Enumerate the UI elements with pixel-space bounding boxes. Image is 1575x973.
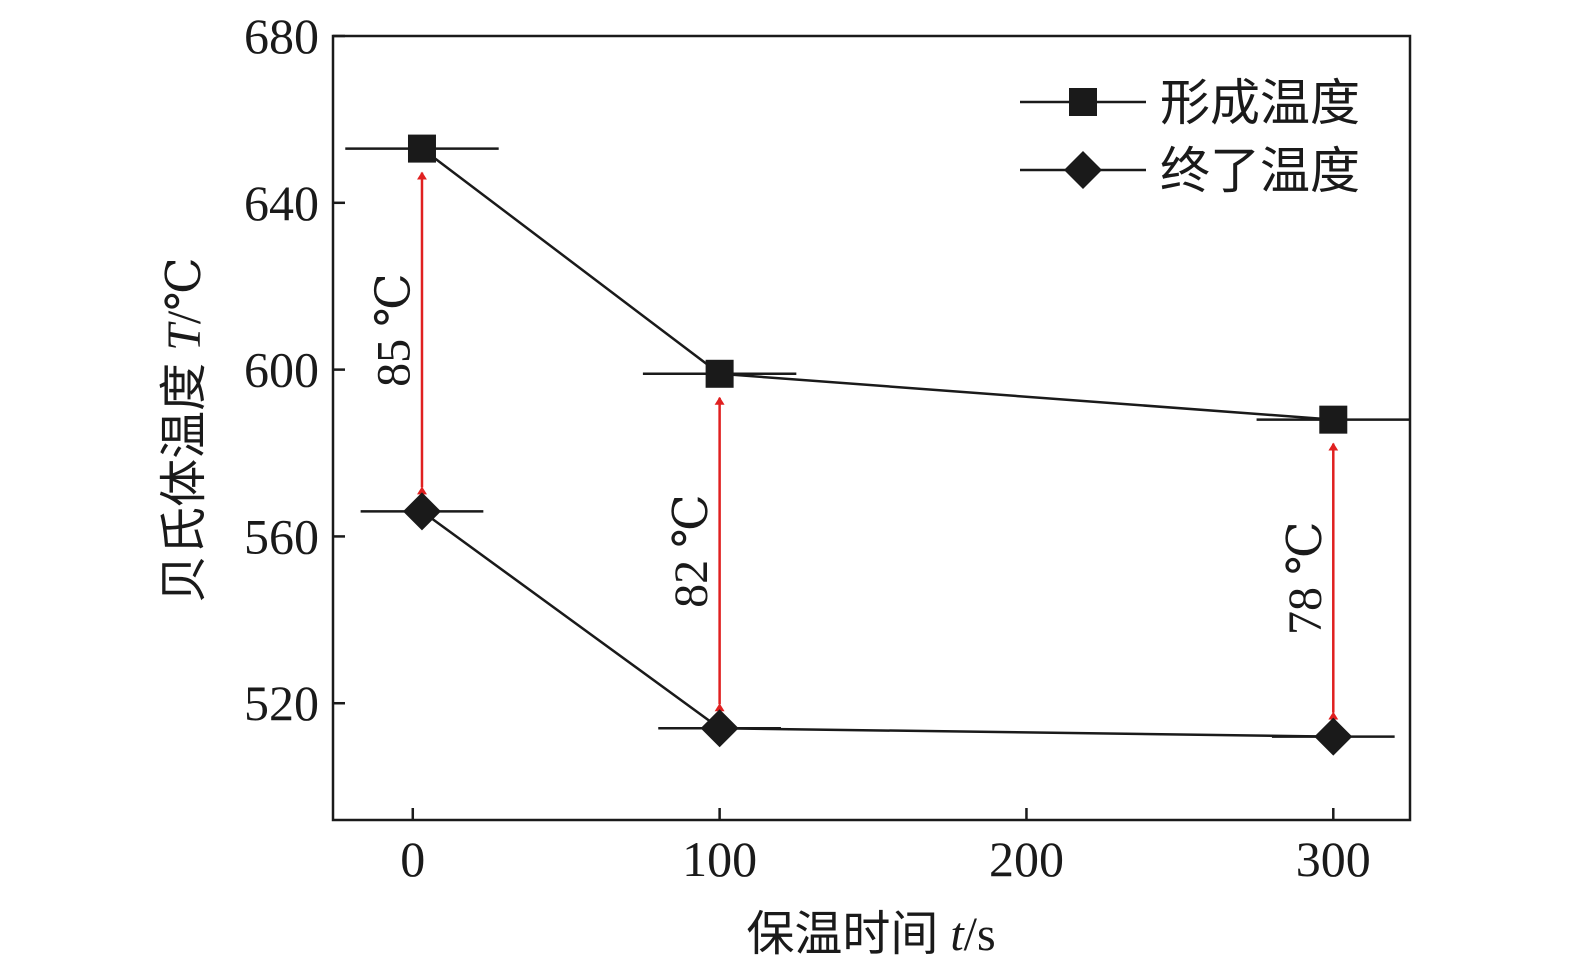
data-point bbox=[1319, 405, 1348, 434]
difference-label: 85 ℃ bbox=[367, 273, 420, 387]
legend-marker bbox=[1069, 88, 1097, 116]
difference-label: 78 ℃ bbox=[1279, 521, 1332, 635]
x-tick-label: 200 bbox=[989, 831, 1064, 887]
data-point bbox=[705, 359, 734, 388]
y-tick-label: 680 bbox=[244, 8, 319, 64]
legend-label: 形成温度 bbox=[1160, 75, 1360, 131]
annotations: 85 ℃ 82 ℃ 78 ℃ bbox=[367, 171, 1339, 720]
y-tick-label: 640 bbox=[244, 175, 319, 231]
series-layer bbox=[345, 134, 1410, 756]
data-point bbox=[407, 134, 436, 163]
y-tick-label: 560 bbox=[244, 508, 319, 564]
data-point bbox=[402, 492, 441, 531]
data-point bbox=[700, 709, 739, 748]
x-axis: 0 100 200 300 bbox=[400, 808, 1371, 887]
data-point bbox=[1314, 717, 1353, 756]
plot-frame bbox=[331, 34, 1412, 822]
x-tick-label: 100 bbox=[682, 831, 757, 887]
y-axis-title: 贝氏体温度 T/℃ bbox=[158, 257, 211, 603]
series-line bbox=[421, 510, 1334, 738]
difference-label: 82 ℃ bbox=[665, 494, 718, 608]
y-axis: 520 560 600 640 680 bbox=[244, 8, 345, 731]
legend-marker bbox=[1064, 151, 1102, 189]
x-tick-label: 0 bbox=[400, 831, 425, 887]
y-tick-label: 600 bbox=[244, 342, 319, 398]
x-tick-label: 300 bbox=[1296, 831, 1371, 887]
x-axis-title: 保温时间 t/s bbox=[746, 908, 995, 961]
y-tick-label: 520 bbox=[244, 675, 319, 731]
legend-label: 终了温度 bbox=[1160, 143, 1360, 199]
